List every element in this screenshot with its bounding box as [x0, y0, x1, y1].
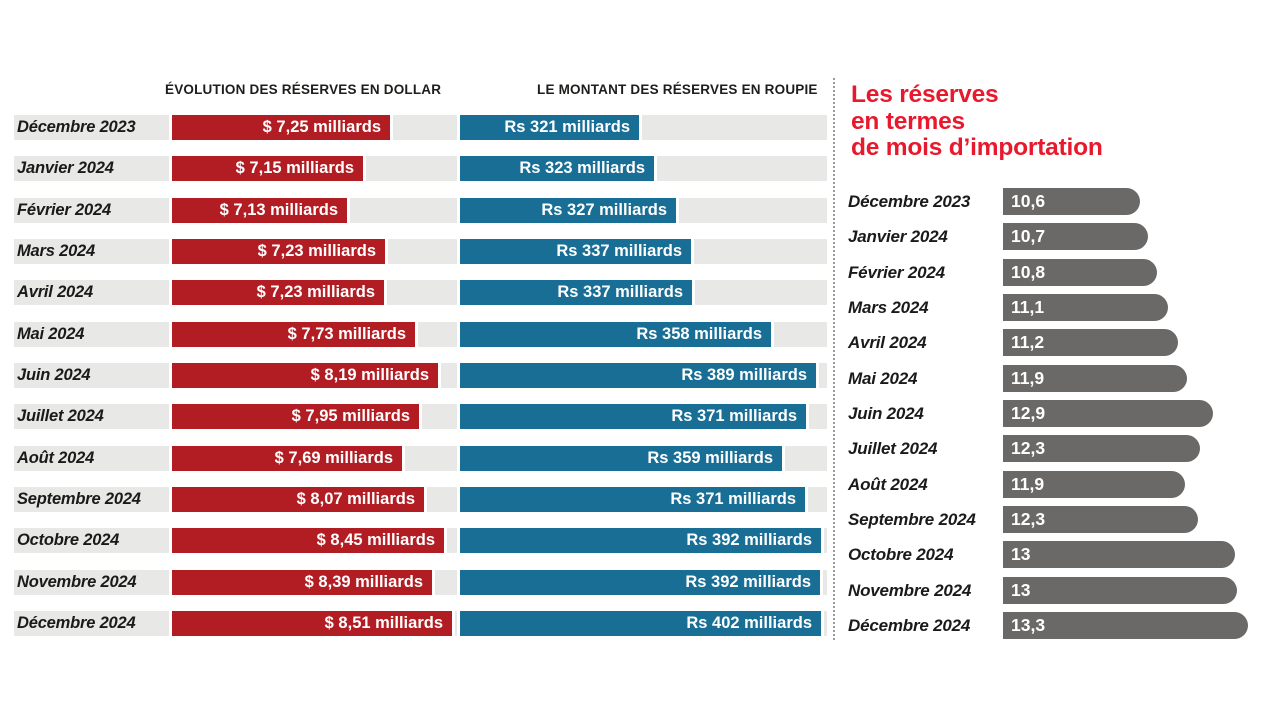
- import-months-bar: 10,6: [1003, 188, 1140, 215]
- roupie-bar: Rs 337 milliards: [457, 239, 694, 264]
- month-label: Juin 2024: [17, 366, 91, 384]
- month-label: Mai 2024: [17, 325, 85, 343]
- import-month-label: Décembre 2023: [848, 192, 971, 211]
- import-months-bar: 10,7: [1003, 223, 1148, 250]
- import-months-bar: 11,2: [1003, 329, 1178, 356]
- import-months-bar: 12,3: [1003, 506, 1198, 533]
- dotted-divider: [833, 78, 835, 640]
- import-month-label: Juillet 2024: [848, 439, 938, 458]
- table-row: Mai 2024 $ 7,73 milliards Rs 358 milliards: [14, 322, 827, 347]
- dollar-bar: $ 7,23 milliards: [169, 239, 388, 264]
- import-month-label: Août 2024: [848, 475, 928, 494]
- import-months-bar: 12,3: [1003, 435, 1200, 462]
- month-label: Décembre 2024: [17, 614, 136, 632]
- table-row: Septembre 2024 $ 8,07 milliards Rs 371 mil…: [14, 487, 827, 512]
- roupie-bar: Rs 321 milliards: [457, 115, 642, 140]
- dollar-bar: $ 8,39 milliards: [169, 570, 435, 595]
- import-months-bar: 13: [1003, 577, 1237, 604]
- table-row: Décembre 2023 $ 7,25 milliards Rs 321 mill…: [14, 115, 827, 140]
- roupie-bar: Rs 389 milliards: [457, 363, 819, 388]
- table-row: Juin 2024 $ 8,19 milliards Rs 389 milliard…: [14, 363, 827, 388]
- import-months-bar: 11,9: [1003, 365, 1187, 392]
- roupie-bar: Rs 358 milliards: [457, 322, 774, 347]
- table-row: Novembre 2024 $ 8,39 milliards Rs 392 mill…: [14, 570, 827, 595]
- table-row: Août 2024 $ 7,69 milliards Rs 359 milliard…: [14, 446, 827, 471]
- column-header-dollar: ÉVOLUTION DES RÉSERVES EN DOLLAR: [165, 82, 442, 97]
- import-months-bar: 11,1: [1003, 294, 1168, 321]
- month-label: Juillet 2024: [17, 407, 104, 425]
- right-panel-title-line3: de mois d’importation: [851, 134, 1103, 161]
- roupie-bar: Rs 392 milliards: [457, 528, 824, 553]
- roupie-bar: Rs 359 milliards: [457, 446, 785, 471]
- import-month-label: Juin 2024: [848, 404, 924, 423]
- roupie-bar: Rs 402 milliards: [457, 611, 824, 636]
- month-label: Octobre 2024: [17, 531, 120, 549]
- month-label: Novembre 2024: [17, 573, 137, 591]
- import-month-label: Septembre 2024: [848, 510, 976, 529]
- import-months-bar: 11,9: [1003, 471, 1185, 498]
- import-month-label: Janvier 2024: [848, 227, 948, 246]
- roupie-bar: Rs 337 milliards: [457, 280, 695, 305]
- dollar-bar: $ 8,45 milliards: [169, 528, 447, 553]
- dollar-bar: $ 7,25 milliards: [169, 115, 393, 140]
- month-label: Janvier 2024: [17, 159, 114, 177]
- table-row: Décembre 2024 $ 8,51 milliards Rs 402 mill…: [14, 611, 827, 636]
- right-panel-title-line2: en termes: [851, 107, 965, 135]
- dollar-bar: $ 7,23 milliards: [169, 280, 387, 305]
- column-header-roupie: LE MONTANT DES RÉSERVES EN ROUPIE: [537, 82, 818, 97]
- roupie-bar: Rs 371 milliards: [457, 404, 809, 429]
- right-panel-title-line1: Les réserves: [851, 81, 999, 108]
- import-month-label: Février 2024: [848, 263, 945, 282]
- table-row: Avril 2024 $ 7,23 milliards Rs 337 milliar…: [14, 280, 827, 305]
- import-month-label: Mars 2024: [848, 298, 929, 317]
- month-label: Décembre 2023: [17, 118, 136, 136]
- month-label: Avril 2024: [17, 283, 93, 301]
- roupie-bar: Rs 323 milliards: [457, 156, 657, 181]
- month-label: Février 2024: [17, 201, 111, 219]
- import-months-bar: 12,9: [1003, 400, 1213, 427]
- dollar-bar: $ 7,69 milliards: [169, 446, 405, 471]
- table-row: Mars 2024 $ 7,23 milliards Rs 337 milliard…: [14, 239, 827, 264]
- table-row: Juillet 2024 $ 7,95 milliards Rs 371 milli…: [14, 404, 827, 429]
- month-label: Mars 2024: [17, 242, 96, 260]
- import-months-bar: 13: [1003, 541, 1235, 568]
- import-month-label: Avril 2024: [848, 333, 927, 352]
- import-months-bar: 13,3: [1003, 612, 1248, 639]
- import-month-label: Mai 2024: [848, 369, 918, 388]
- import-month-label: Novembre 2024: [848, 581, 972, 600]
- right-panel-title: Les réserves en termes de mois d’importa…: [851, 81, 1103, 162]
- dollar-bar: $ 7,13 milliards: [169, 198, 350, 223]
- month-label: Août 2024: [17, 449, 95, 467]
- table-row: Octobre 2024 $ 8,45 milliards Rs 392 milli…: [14, 528, 827, 553]
- roupie-bar: Rs 392 milliards: [457, 570, 823, 595]
- table-row: Janvier 2024 $ 7,15 milliards Rs 323 milli…: [14, 156, 827, 181]
- import-month-label: Décembre 2024: [848, 616, 971, 635]
- import-month-label: Octobre 2024: [848, 545, 954, 564]
- dollar-bar: $ 8,07 milliards: [169, 487, 427, 512]
- dollar-bar: $ 7,73 milliards: [169, 322, 418, 347]
- roupie-bar: Rs 371 milliards: [457, 487, 808, 512]
- dollar-bar: $ 7,95 milliards: [169, 404, 422, 429]
- dollar-bar: $ 7,15 milliards: [169, 156, 366, 181]
- month-label: Septembre 2024: [17, 490, 141, 508]
- dollar-bar: $ 8,51 milliards: [169, 611, 455, 636]
- roupie-bar: Rs 327 milliards: [457, 198, 679, 223]
- import-months-bar: 10,8: [1003, 259, 1157, 286]
- table-row: Février 2024 $ 7,13 milliards Rs 327 milli…: [14, 198, 827, 223]
- dollar-bar: $ 8,19 milliards: [169, 363, 441, 388]
